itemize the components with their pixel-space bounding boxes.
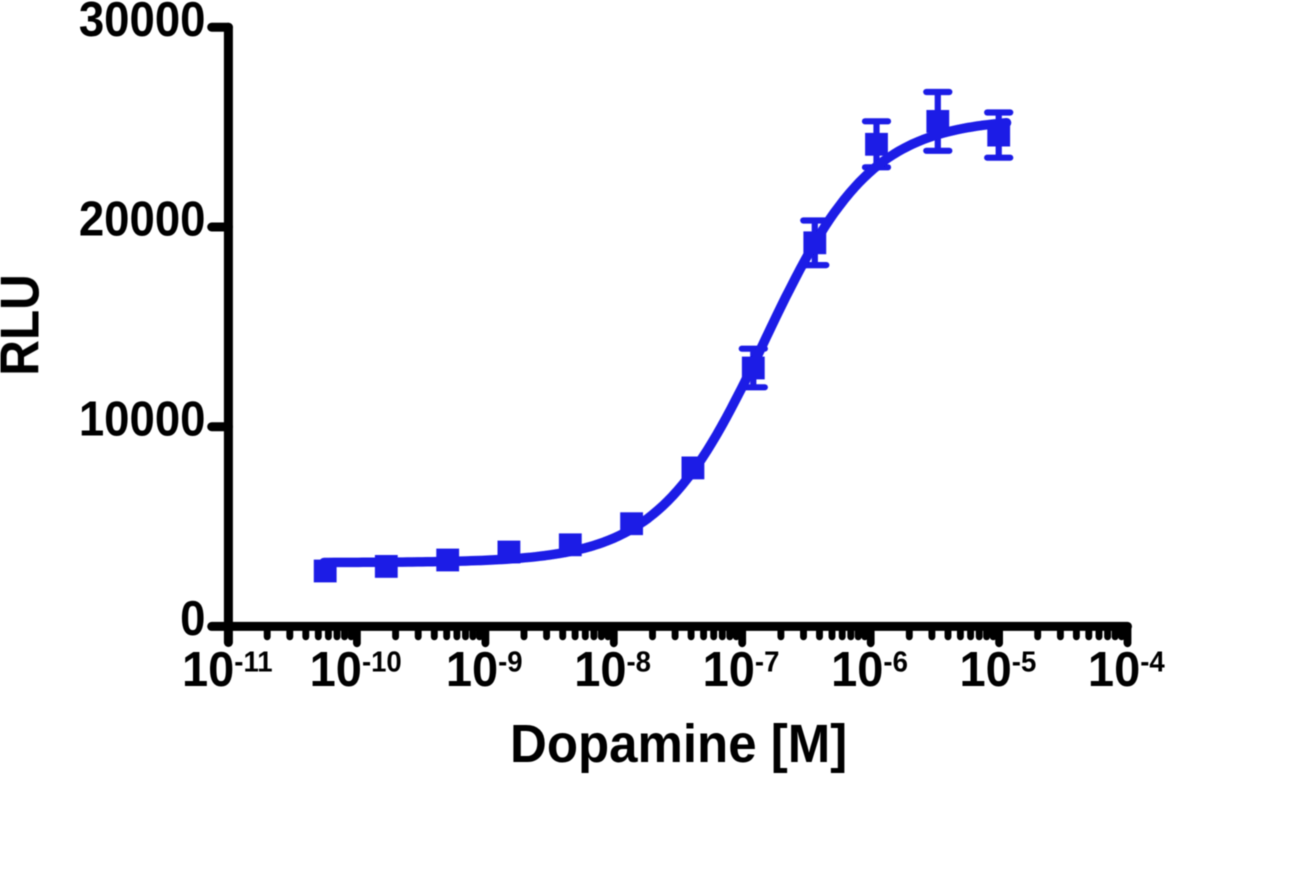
svg-text:0: 0	[180, 592, 205, 647]
svg-text:10000: 10000	[79, 392, 206, 447]
svg-text:20000: 20000	[79, 192, 206, 247]
svg-text:10-6: 10-6	[831, 642, 908, 697]
svg-text:Dopamine [M]: Dopamine [M]	[510, 714, 847, 775]
svg-text:30000: 30000	[79, 0, 206, 47]
svg-text:10-7: 10-7	[703, 642, 780, 697]
svg-text:RLU: RLU	[0, 274, 51, 376]
